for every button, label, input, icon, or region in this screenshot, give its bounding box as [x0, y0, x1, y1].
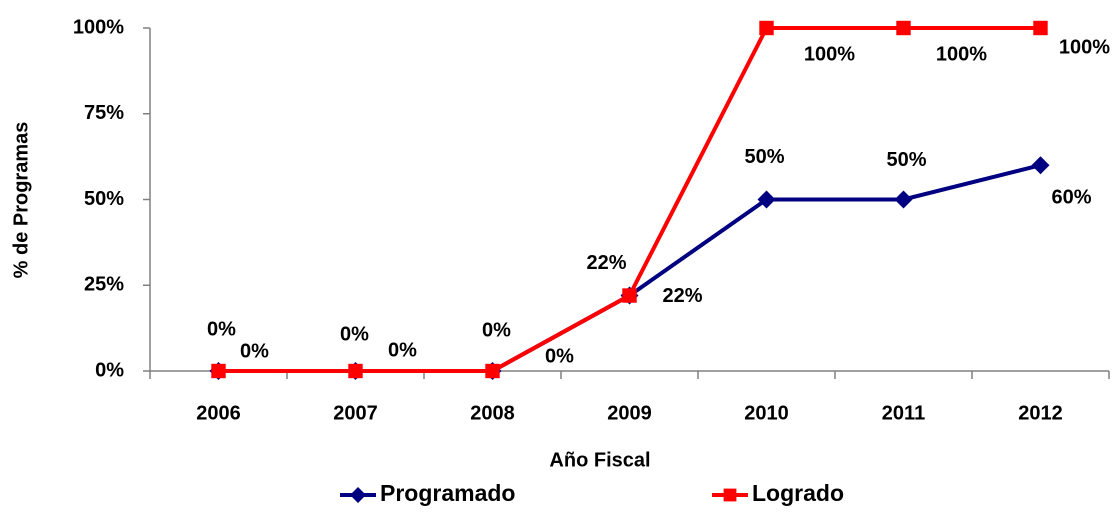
- data-label: 50%: [744, 146, 784, 168]
- data-label: 0%: [388, 339, 417, 361]
- x-tick-label: 2007: [333, 402, 378, 424]
- data-point: [759, 20, 774, 36]
- data-point: [1031, 156, 1050, 175]
- x-axis-title: Año Fiscal: [549, 449, 650, 471]
- x-tick-label: 2010: [744, 402, 789, 424]
- x-tick-label: 2006: [196, 402, 241, 424]
- data-label: 22%: [586, 252, 626, 274]
- y-tick-label: 0%: [95, 359, 124, 381]
- data-label: 100%: [804, 43, 855, 65]
- x-tick-label: 2012: [1018, 402, 1063, 424]
- legend-label: Logrado: [752, 480, 844, 506]
- data-label: 60%: [1051, 186, 1091, 208]
- y-tick-label: 75%: [84, 102, 124, 124]
- legend-label: Programado: [380, 480, 515, 506]
- series-line: [218, 26, 1041, 373]
- y-tick-label: 100%: [73, 16, 124, 38]
- data-point: [1033, 20, 1048, 36]
- data-label: 0%: [482, 319, 511, 341]
- x-tick-label: 2008: [470, 402, 515, 424]
- data-point: [348, 363, 363, 379]
- data-point: [896, 20, 911, 36]
- data-label: 0%: [240, 340, 269, 362]
- x-tick-label: 2011: [882, 402, 925, 424]
- data-point: [485, 363, 500, 379]
- data-label: 0%: [340, 323, 369, 345]
- y-axis-title: % de Programas: [10, 122, 32, 279]
- data-point: [211, 363, 226, 379]
- y-tick-label: 50%: [84, 188, 124, 210]
- y-tick-label: 25%: [84, 274, 124, 296]
- data-label: 0%: [207, 318, 236, 340]
- data-label: 100%: [936, 43, 987, 65]
- legend-marker: [350, 487, 366, 503]
- data-point: [894, 190, 913, 209]
- data-label: 100%: [1059, 36, 1110, 58]
- data-label: 22%: [662, 285, 702, 307]
- data-point: [622, 288, 637, 303]
- data-point: [757, 190, 776, 209]
- legend-marker: [723, 488, 737, 502]
- data-label: 0%: [545, 345, 574, 367]
- x-tick-label: 2009: [607, 402, 652, 424]
- data-label: 50%: [886, 149, 926, 171]
